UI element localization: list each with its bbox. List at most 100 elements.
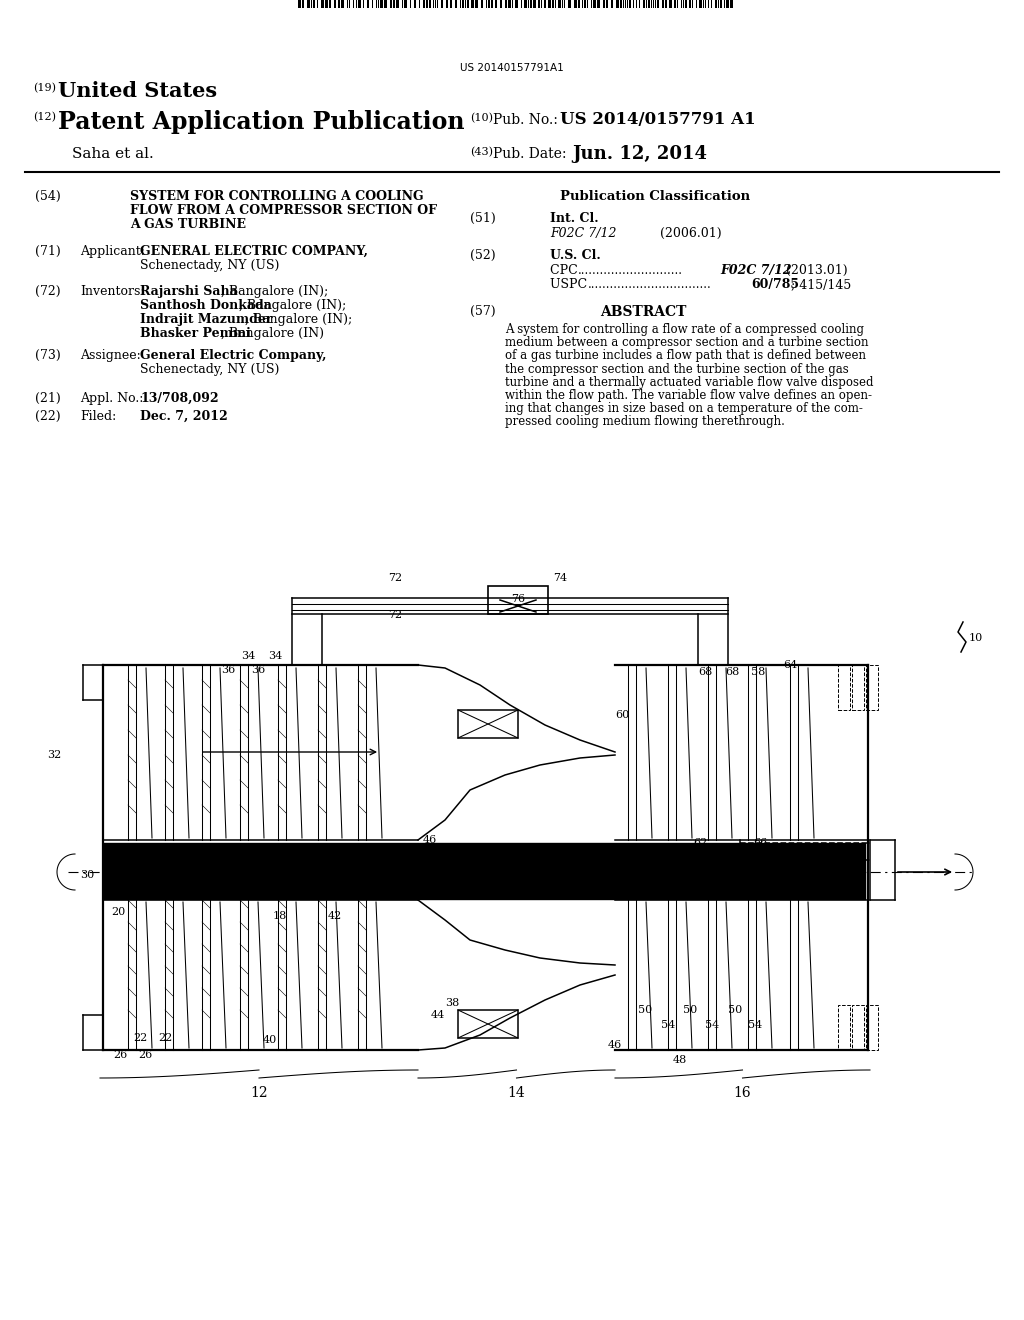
- Text: 68: 68: [698, 667, 712, 677]
- Text: A system for controlling a flow rate of a compressed cooling: A system for controlling a flow rate of …: [505, 323, 864, 337]
- Text: 14: 14: [507, 1086, 525, 1100]
- Bar: [606, 0, 608, 8]
- Bar: [524, 0, 527, 8]
- Bar: [538, 0, 540, 8]
- Bar: [329, 0, 331, 8]
- Bar: [574, 0, 577, 8]
- Bar: [593, 0, 596, 8]
- Text: 52: 52: [678, 878, 692, 888]
- Text: 44: 44: [431, 1010, 445, 1020]
- Text: Patent Application Publication: Patent Application Publication: [58, 110, 465, 135]
- Bar: [313, 0, 315, 8]
- Text: 60: 60: [614, 710, 629, 719]
- Bar: [838, 1005, 850, 1049]
- Text: 50: 50: [728, 1005, 742, 1015]
- Text: (72): (72): [35, 285, 60, 298]
- Text: Pub. Date:: Pub. Date:: [493, 147, 566, 161]
- Text: 18: 18: [272, 911, 287, 921]
- Text: , Bangalore (IN);: , Bangalore (IN);: [240, 300, 346, 312]
- Bar: [616, 0, 618, 8]
- Bar: [302, 0, 304, 8]
- Text: (73): (73): [35, 348, 60, 362]
- Text: 20: 20: [111, 907, 125, 917]
- Text: pressed cooling medium flowing therethrough.: pressed cooling medium flowing therethro…: [505, 416, 784, 429]
- Text: of a gas turbine includes a flow path that is defined between: of a gas turbine includes a flow path th…: [505, 350, 866, 363]
- Bar: [726, 0, 729, 8]
- Bar: [393, 0, 395, 8]
- Text: within the flow path. The variable flow valve defines an open-: within the flow path. The variable flow …: [505, 389, 872, 403]
- Bar: [530, 0, 532, 8]
- Text: Bhasker Pemmi: Bhasker Pemmi: [140, 327, 251, 341]
- Bar: [578, 0, 580, 8]
- Text: (51): (51): [470, 213, 496, 224]
- Text: 42: 42: [328, 911, 342, 921]
- Text: 52: 52: [633, 878, 647, 888]
- Text: 54: 54: [705, 1020, 719, 1030]
- Text: 13/708,092: 13/708,092: [140, 392, 219, 405]
- Text: (2006.01): (2006.01): [660, 227, 722, 240]
- Text: Dec. 7, 2012: Dec. 7, 2012: [140, 411, 227, 422]
- Text: 54: 54: [660, 1020, 675, 1030]
- Bar: [665, 0, 667, 8]
- Text: 24: 24: [198, 876, 212, 887]
- Bar: [471, 0, 474, 8]
- Text: Rajarshi Saha: Rajarshi Saha: [140, 285, 238, 298]
- Text: 24: 24: [221, 876, 236, 887]
- Text: turbine and a thermally actuated variable flow valve disposed: turbine and a thermally actuated variabl…: [505, 376, 873, 389]
- Bar: [648, 0, 650, 8]
- Text: CPC: CPC: [550, 264, 582, 277]
- Text: F02C 7/12: F02C 7/12: [550, 227, 616, 240]
- Text: 26: 26: [113, 1049, 127, 1060]
- Text: ; 415/145: ; 415/145: [791, 279, 851, 290]
- Text: 56: 56: [742, 891, 757, 902]
- Text: General Electric Company,: General Electric Company,: [140, 348, 327, 362]
- Text: (52): (52): [470, 249, 496, 261]
- Bar: [490, 0, 493, 8]
- Bar: [611, 0, 613, 8]
- Text: 74: 74: [553, 573, 567, 583]
- Bar: [685, 0, 687, 8]
- Text: US 20140157791A1: US 20140157791A1: [460, 63, 564, 73]
- Bar: [384, 0, 387, 8]
- Bar: [334, 0, 336, 8]
- Text: Publication Classification: Publication Classification: [560, 190, 751, 203]
- Text: 28: 28: [143, 876, 157, 887]
- Bar: [441, 0, 443, 8]
- Bar: [544, 0, 546, 8]
- Text: Applicant:: Applicant:: [80, 246, 144, 257]
- Bar: [852, 1005, 864, 1049]
- Bar: [475, 0, 478, 8]
- Text: 62: 62: [693, 838, 708, 847]
- Bar: [380, 0, 383, 8]
- Bar: [390, 0, 392, 8]
- Text: 50: 50: [683, 1005, 697, 1015]
- Text: 28: 28: [168, 876, 182, 887]
- Text: 10: 10: [969, 634, 983, 643]
- Bar: [488, 0, 490, 8]
- Bar: [629, 0, 631, 8]
- Text: 30: 30: [80, 870, 94, 880]
- Text: United States: United States: [58, 81, 217, 102]
- Bar: [657, 0, 659, 8]
- Text: Filed:: Filed:: [80, 411, 117, 422]
- Bar: [404, 0, 407, 8]
- Bar: [689, 0, 691, 8]
- Text: (2013.01): (2013.01): [782, 264, 848, 277]
- Text: 58: 58: [751, 667, 765, 677]
- Text: F02C 7/12: F02C 7/12: [720, 264, 792, 277]
- Text: GENERAL ELECTRIC COMPANY,: GENERAL ELECTRIC COMPANY,: [140, 246, 368, 257]
- Bar: [584, 0, 586, 8]
- Text: 36: 36: [251, 665, 265, 675]
- Text: ............................: ............................: [578, 264, 683, 277]
- Text: 26: 26: [138, 1049, 153, 1060]
- Text: Inventors:: Inventors:: [80, 285, 144, 298]
- Bar: [414, 0, 416, 8]
- Text: Int. Cl.: Int. Cl.: [550, 213, 599, 224]
- Text: 76: 76: [511, 594, 525, 605]
- Text: Assignee:: Assignee:: [80, 348, 140, 362]
- Text: SYSTEM FOR CONTROLLING A COOLING: SYSTEM FOR CONTROLLING A COOLING: [130, 190, 424, 203]
- Text: 34: 34: [241, 651, 255, 661]
- Text: 12: 12: [250, 1086, 268, 1100]
- Bar: [515, 0, 518, 8]
- Text: Saha et al.: Saha et al.: [72, 147, 154, 161]
